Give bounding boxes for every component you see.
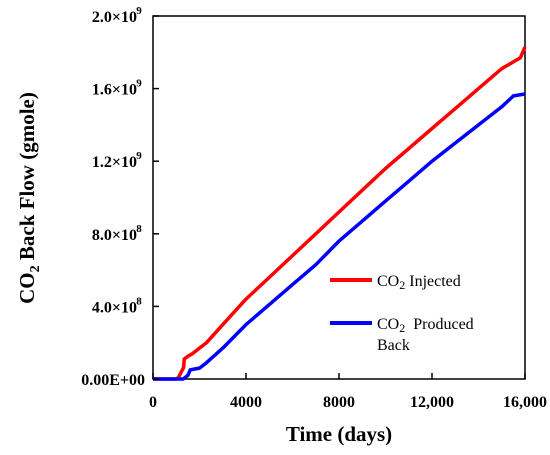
y-tick-exponent: 8 bbox=[136, 295, 142, 307]
y-tick-label: 0.00E+00 bbox=[81, 372, 145, 389]
y-tick-exponent: 9 bbox=[136, 78, 142, 90]
y-tick-exponent: 9 bbox=[136, 150, 142, 162]
y-tick-label: 2.0×10 bbox=[92, 9, 137, 26]
y-tick-exponent: 9 bbox=[136, 5, 142, 17]
x-axis-title: Time (days) bbox=[286, 422, 392, 446]
y-axis-title-sub: 2 bbox=[28, 265, 43, 272]
y-tick-label: 4.0×10 bbox=[92, 299, 137, 316]
series-line-produced-back bbox=[153, 92, 526, 381]
y-axis-title-main: CO bbox=[15, 272, 39, 304]
y-tick-label: 1.6×10 bbox=[92, 82, 137, 99]
legend-label-injected: CO2 Injected bbox=[377, 273, 461, 292]
x-tick-label: 0 bbox=[149, 394, 157, 411]
legend-label-produced: CO2 Produced bbox=[377, 316, 474, 335]
x-tick-label: 8000 bbox=[323, 394, 355, 411]
legend-label-produced-line2: Back bbox=[377, 337, 410, 354]
y-tick-label: 8.0×10 bbox=[92, 227, 137, 244]
y-axis-title: CO2 Back Flow (gmole) bbox=[15, 92, 43, 304]
y-tick-label: 1.2×10 bbox=[92, 154, 137, 171]
x-tick-label: 16,000 bbox=[503, 394, 547, 411]
x-tick-label: 12,000 bbox=[410, 394, 454, 411]
legend: CO2 Injected CO2 Produced Back bbox=[330, 273, 474, 354]
y-tick-exponent: 8 bbox=[136, 223, 142, 235]
x-tick-label: 4000 bbox=[230, 394, 262, 411]
y-axis-title-rest: Back Flow (gmole) bbox=[15, 92, 39, 265]
series-line-injected bbox=[153, 46, 527, 381]
series-layer bbox=[153, 46, 527, 381]
